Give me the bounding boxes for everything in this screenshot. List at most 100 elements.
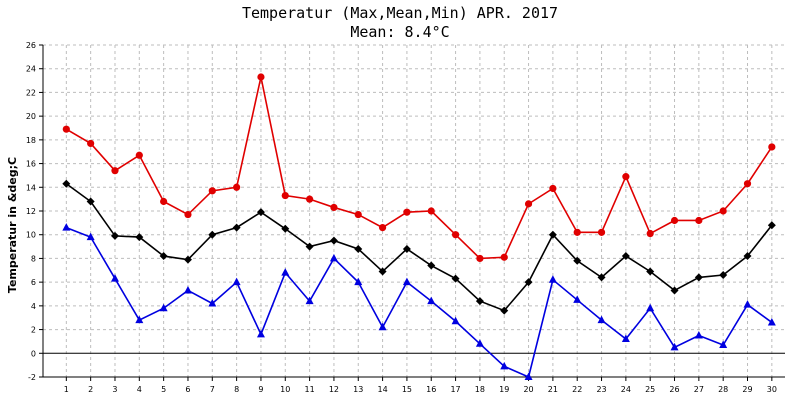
data-point bbox=[695, 216, 703, 225]
data-point bbox=[597, 228, 606, 236]
data-point bbox=[208, 298, 217, 307]
data-point bbox=[208, 230, 217, 239]
x-tick-label: 23 bbox=[596, 385, 606, 394]
data-point bbox=[159, 303, 168, 312]
data-point bbox=[427, 296, 436, 305]
data-point bbox=[694, 273, 703, 282]
series-line bbox=[66, 226, 773, 379]
x-tick-label: 28 bbox=[718, 385, 728, 394]
data-point bbox=[573, 228, 581, 236]
chart-title: Temperatur (Max,Mean,Min) APR. 2017 bbox=[242, 4, 558, 22]
data-point bbox=[329, 236, 338, 245]
data-point bbox=[621, 252, 630, 261]
grid-lines bbox=[43, 44, 785, 378]
x-tick-label: 8 bbox=[234, 385, 239, 394]
series-circle bbox=[62, 73, 776, 263]
data-point bbox=[233, 183, 241, 191]
data-point bbox=[208, 187, 216, 195]
data-point bbox=[524, 372, 533, 380]
data-point bbox=[378, 322, 387, 331]
series-diamond bbox=[62, 179, 776, 315]
data-point bbox=[62, 179, 71, 188]
y-tick-label: 0 bbox=[31, 349, 36, 358]
data-point bbox=[548, 230, 557, 239]
data-point bbox=[402, 277, 411, 286]
data-point bbox=[475, 339, 484, 347]
series-triangle bbox=[62, 223, 776, 380]
data-point bbox=[110, 274, 119, 282]
data-point bbox=[767, 317, 776, 326]
data-point bbox=[86, 197, 95, 206]
data-point bbox=[573, 256, 582, 265]
x-tick-label: 16 bbox=[426, 385, 436, 394]
y-tick-label: 8 bbox=[31, 254, 36, 263]
data-point bbox=[256, 208, 265, 217]
data-point bbox=[135, 315, 144, 324]
data-point bbox=[475, 297, 484, 306]
x-tick-label: 10 bbox=[280, 385, 290, 394]
data-point bbox=[135, 233, 144, 242]
x-tick-label: 30 bbox=[767, 385, 777, 394]
data-point bbox=[670, 342, 679, 351]
x-tick-label: 22 bbox=[572, 385, 582, 394]
data-point bbox=[548, 275, 557, 283]
data-point bbox=[646, 267, 655, 276]
data-point bbox=[524, 200, 533, 208]
data-point bbox=[743, 252, 752, 261]
data-point bbox=[378, 224, 387, 232]
data-point bbox=[767, 221, 776, 230]
x-tick-label: 5 bbox=[161, 385, 166, 394]
data-point bbox=[621, 334, 630, 343]
series-line bbox=[65, 183, 773, 312]
axes bbox=[39, 44, 785, 381]
x-tick-label: 25 bbox=[645, 385, 655, 394]
data-point bbox=[500, 306, 509, 315]
data-point bbox=[62, 223, 71, 231]
data-point bbox=[159, 252, 168, 261]
data-point bbox=[183, 255, 192, 264]
data-point bbox=[476, 254, 484, 263]
x-tick-label: 14 bbox=[377, 385, 387, 394]
x-tick-label: 20 bbox=[523, 385, 533, 394]
data-point bbox=[597, 315, 606, 324]
data-point bbox=[378, 267, 387, 276]
data-point bbox=[670, 216, 679, 225]
x-tick-label: 6 bbox=[185, 385, 190, 394]
data-point bbox=[427, 261, 436, 270]
data-point bbox=[281, 268, 290, 276]
data-point bbox=[257, 73, 265, 81]
data-point bbox=[694, 331, 703, 339]
data-point bbox=[232, 223, 241, 232]
x-tick-label: 24 bbox=[621, 385, 631, 394]
x-tick-labels: 1 2 3 4 5 6 7 8 9 10 11 12 13 14 15 16 17 18 19 20 21 22 23 24 2… bbox=[64, 385, 777, 394]
data-point bbox=[305, 242, 314, 251]
data-point bbox=[402, 244, 411, 253]
data-point bbox=[500, 361, 509, 370]
data-point bbox=[549, 184, 557, 193]
x-tick-label: 15 bbox=[402, 385, 412, 394]
data-point bbox=[160, 197, 168, 206]
y-tick-label: -2 bbox=[28, 373, 36, 382]
data-point bbox=[354, 277, 363, 286]
data-point bbox=[135, 151, 143, 159]
data-point bbox=[768, 143, 776, 151]
y-tick-label: 24 bbox=[26, 65, 36, 74]
x-tick-label: 2 bbox=[88, 385, 93, 394]
data-point bbox=[256, 329, 265, 338]
data-point bbox=[354, 210, 362, 219]
data-point bbox=[354, 244, 363, 253]
y-axis-label: Temperatur in &deg;C bbox=[6, 157, 19, 293]
data-point bbox=[524, 278, 533, 287]
x-tick-label: 11 bbox=[305, 385, 315, 394]
y-tick-label: 2 bbox=[31, 326, 36, 335]
data-point bbox=[305, 296, 314, 305]
y-tick-label: 6 bbox=[31, 278, 36, 287]
data-point bbox=[183, 285, 192, 294]
series-line bbox=[65, 76, 773, 260]
y-tick-label: 18 bbox=[26, 136, 36, 145]
data-point bbox=[743, 300, 752, 308]
data-point bbox=[86, 232, 95, 241]
y-tick-label: 20 bbox=[26, 112, 36, 121]
